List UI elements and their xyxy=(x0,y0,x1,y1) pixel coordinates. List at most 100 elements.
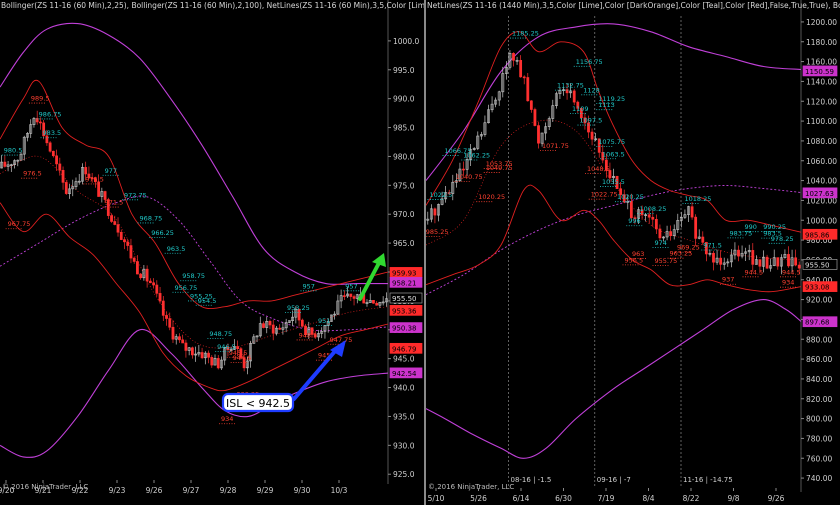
x-tick-label: 9/30 xyxy=(294,486,311,495)
candle-body xyxy=(544,126,548,134)
trend-up-arrowhead xyxy=(372,253,386,267)
candle-body xyxy=(604,159,608,171)
candle-body xyxy=(346,293,349,297)
netline-label: 1008.25 xyxy=(640,205,667,213)
candle-body xyxy=(291,316,295,321)
candle-body xyxy=(429,208,433,220)
candle-body xyxy=(39,121,42,124)
netline-label: 951 xyxy=(318,317,330,325)
candle-body xyxy=(200,352,204,359)
candle-body xyxy=(13,160,16,165)
netline-label: 1020.25 xyxy=(478,193,505,201)
candle-body xyxy=(690,206,694,218)
candle-body xyxy=(19,153,23,161)
candle-body xyxy=(317,333,320,338)
netline-label: 946.5 xyxy=(217,343,236,351)
netline-label: 983.5 xyxy=(763,230,782,238)
candle-body xyxy=(572,90,576,103)
candle-body xyxy=(262,323,265,328)
price-marker-label: 1150.59 xyxy=(805,68,834,76)
candle-body xyxy=(142,268,146,279)
candle-body xyxy=(540,132,544,144)
candle-body xyxy=(740,252,744,257)
netline-label: 948.5 xyxy=(299,331,318,339)
candle-body xyxy=(233,346,236,350)
y-tick-label: 1120.00 xyxy=(806,97,837,106)
x-tick-label: 6/14 xyxy=(513,494,530,503)
candle-body xyxy=(197,352,201,355)
candle-body xyxy=(576,101,580,109)
candle-body xyxy=(597,138,601,153)
candle-body xyxy=(454,180,458,183)
netline-label: 954.5 xyxy=(198,297,217,305)
price-marker-label: 955.50 xyxy=(392,295,417,303)
candle-body xyxy=(26,133,29,138)
right-chart-copyright: © 2016 NinjaTrader, LLC xyxy=(428,483,515,491)
candle-body xyxy=(55,155,58,165)
candle-body xyxy=(622,194,626,203)
candle-body xyxy=(187,347,191,351)
y-tick-label: 1000.0 xyxy=(393,37,419,46)
candle-body xyxy=(529,100,533,110)
candle-body xyxy=(103,191,107,200)
y-tick-label: 860.00 xyxy=(806,355,832,364)
candle-body xyxy=(116,224,120,233)
candle-body xyxy=(310,327,314,335)
y-tick-label: 760.00 xyxy=(806,454,832,463)
candle-body xyxy=(679,217,683,221)
price-marker-label: 950.38 xyxy=(392,325,417,333)
candle-body xyxy=(333,313,337,316)
y-tick-label: 820.00 xyxy=(806,395,832,404)
candle-body xyxy=(465,158,469,170)
candle-body xyxy=(207,352,210,358)
candle-body xyxy=(203,352,207,359)
x-tick-label: 9/8 xyxy=(727,494,739,503)
candle-body xyxy=(349,293,353,297)
netline-label: 958.75 xyxy=(182,272,205,280)
candle-body xyxy=(68,188,71,194)
candle-body xyxy=(579,108,583,119)
netline-label: 1109 xyxy=(572,105,589,113)
candle-body xyxy=(378,302,382,306)
candle-body xyxy=(226,347,230,351)
candle-body xyxy=(106,199,110,216)
y-tick-label: 780.00 xyxy=(806,434,832,443)
netline-label: 976.5 xyxy=(23,170,42,178)
candle-body xyxy=(81,167,84,182)
candle-body xyxy=(783,254,787,259)
netline-label: 980.5 xyxy=(4,147,23,155)
netline-label: 963.5 xyxy=(167,245,186,253)
candle-body xyxy=(113,221,117,225)
candle-body xyxy=(190,347,194,356)
netline-label: 1062.25 xyxy=(463,152,490,160)
netline-label: 1066.75 xyxy=(445,147,472,155)
right-chart-svg: 1200.00 1180.00 1160.00 1140.00 1120.00 1100.… xyxy=(426,0,838,503)
isl-annotation-arrowhead xyxy=(330,340,346,357)
candle-body xyxy=(6,164,10,167)
panel-divider[interactable] xyxy=(424,0,426,505)
candle-body xyxy=(342,295,346,297)
candle-body xyxy=(100,191,104,197)
candle-body xyxy=(676,220,680,230)
candle-body xyxy=(551,105,555,119)
x-tick-label: 9/22 xyxy=(72,486,89,495)
price-marker-label: 942.54 xyxy=(392,370,417,378)
y-tick-label: 940.0 xyxy=(393,384,415,393)
candle-body xyxy=(155,284,159,294)
bollinger-short-upper-band xyxy=(0,79,389,310)
candle-body xyxy=(145,268,149,282)
right-chart-panel: 1200.00 1180.00 1160.00 1140.00 1120.00 1100.… xyxy=(426,0,840,505)
candle-body xyxy=(313,334,317,338)
y-tick-label: 980.0 xyxy=(393,152,415,161)
candle-body xyxy=(278,327,282,330)
netline-label: 1022.75 xyxy=(591,191,618,199)
candle-body xyxy=(565,89,569,94)
netline-label: 966.25 xyxy=(151,229,174,237)
x-tick-label: 5/10 xyxy=(428,494,445,503)
x-tick-label: 9/28 xyxy=(220,486,237,495)
candle-body xyxy=(161,300,165,316)
candle-body xyxy=(110,215,113,222)
candle-body xyxy=(74,181,78,187)
candle-body xyxy=(181,339,185,344)
candle-body xyxy=(9,164,13,166)
